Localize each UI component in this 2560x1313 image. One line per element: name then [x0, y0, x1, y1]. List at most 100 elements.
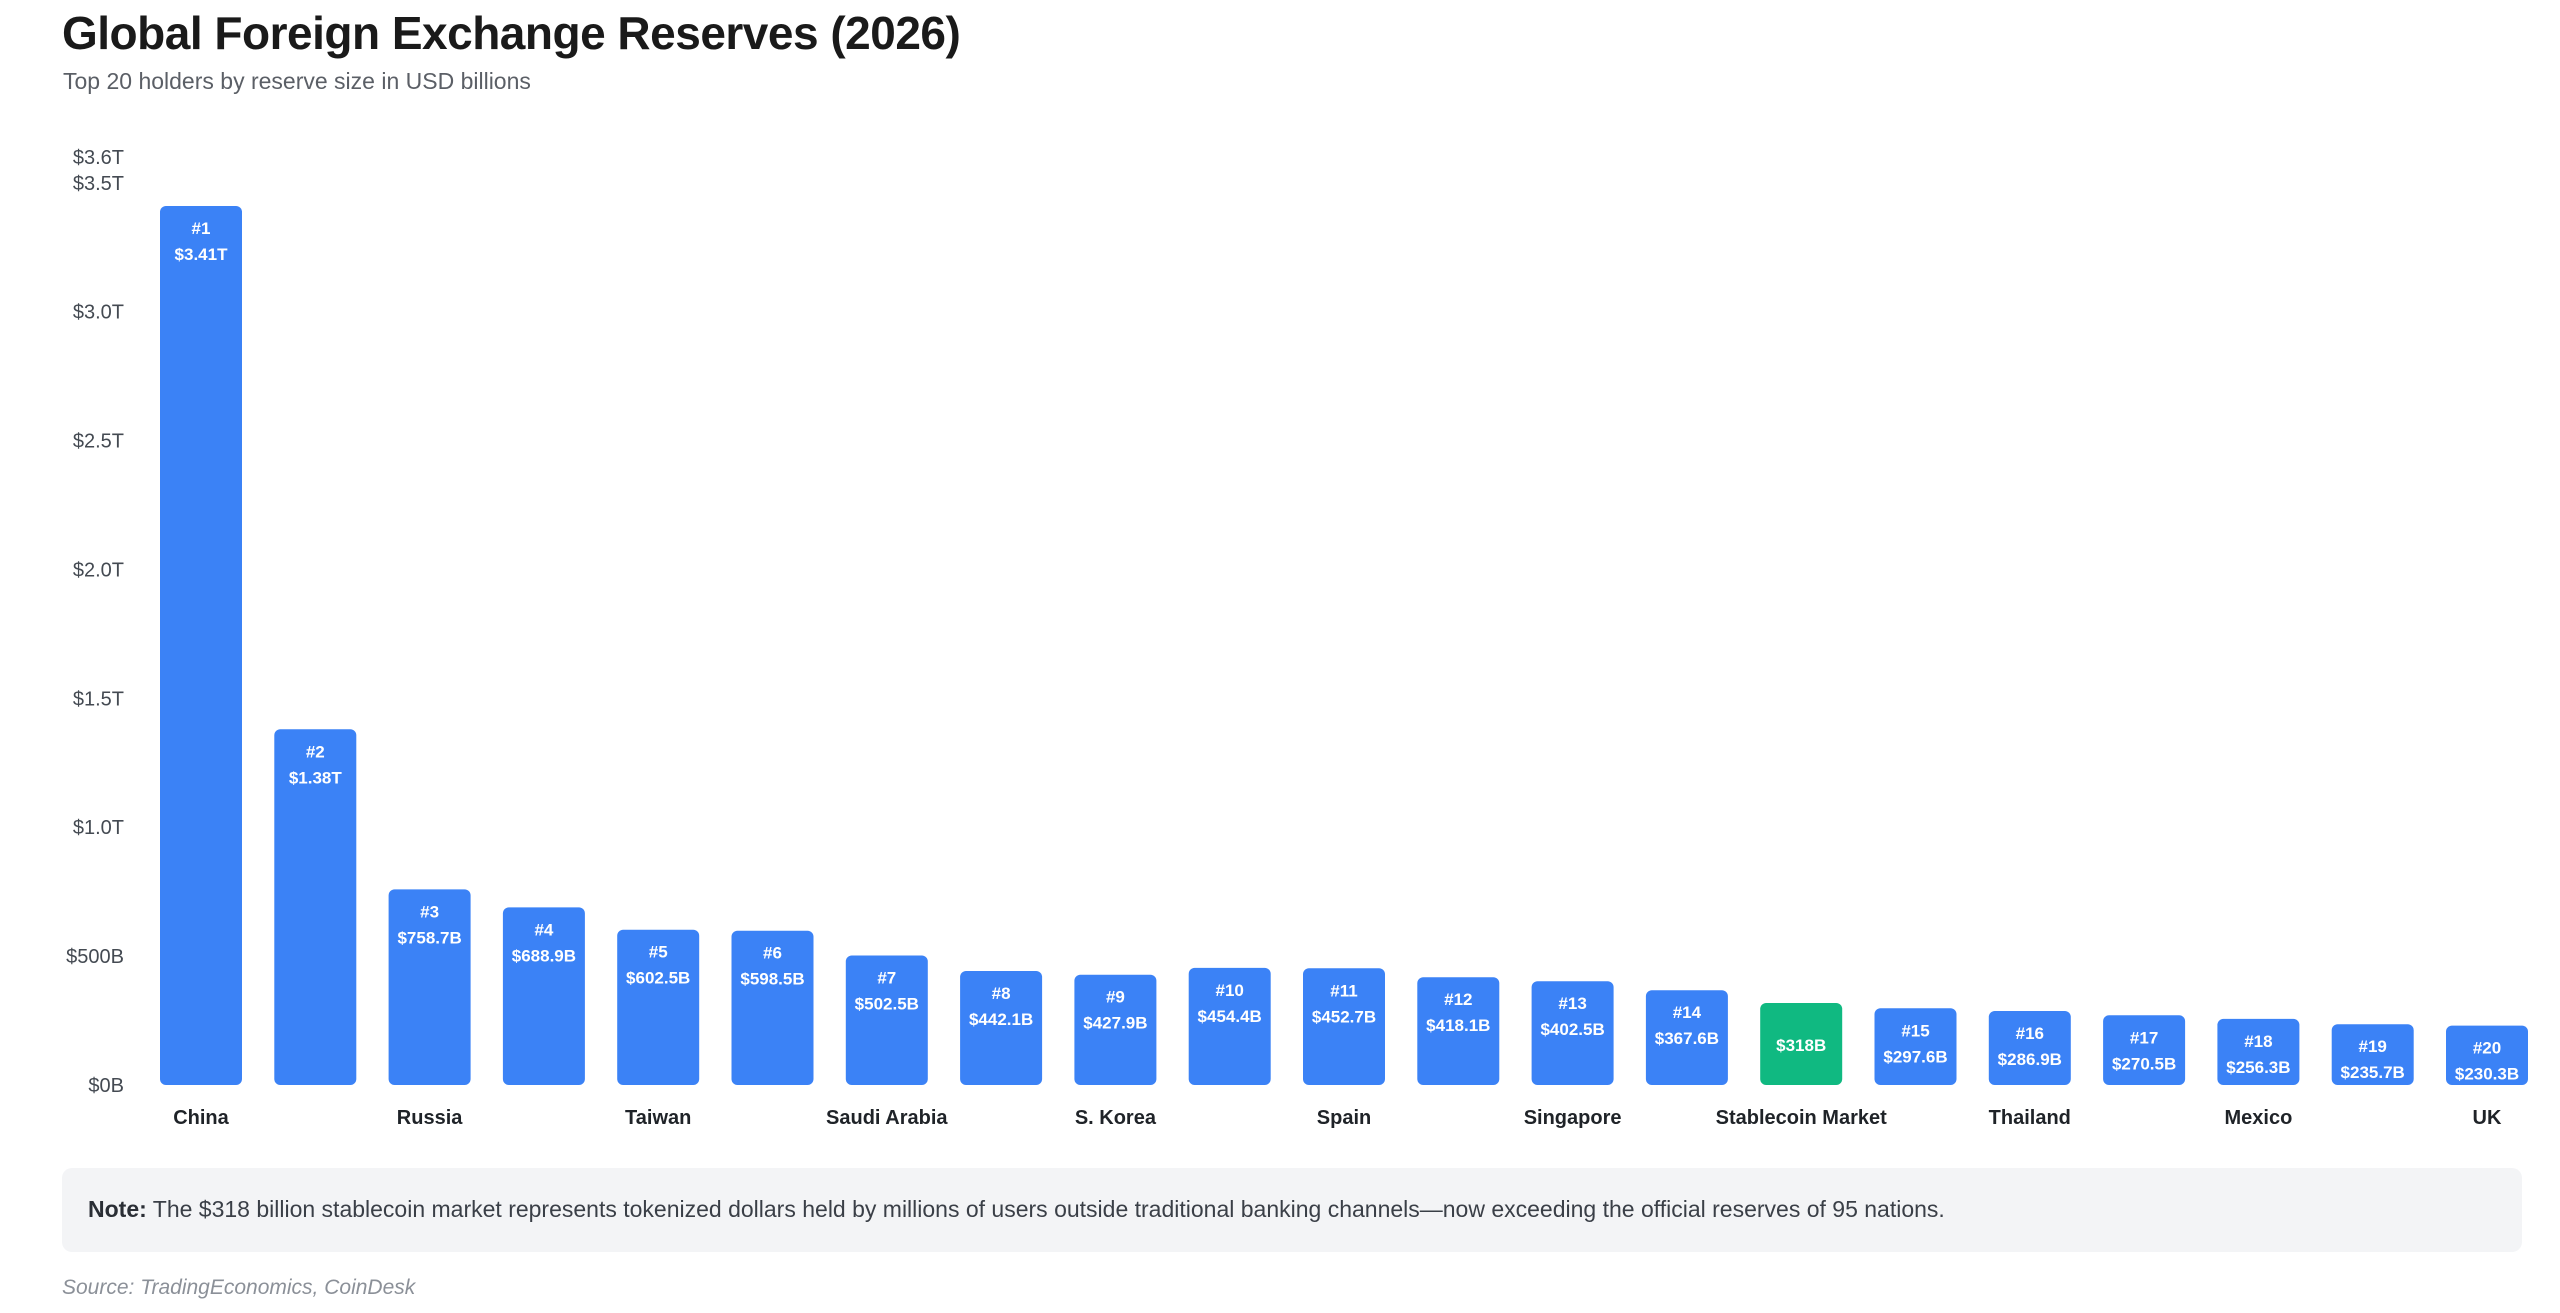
chart-title: Global Foreign Exchange Reserves (2026)	[62, 7, 961, 59]
bar-rank-label: #17	[2130, 1028, 2158, 1047]
bar-value-label: $758.7B	[397, 928, 461, 947]
bar	[617, 929, 700, 1085]
y-tick-label: $0B	[88, 1075, 124, 1097]
bar-country: #4 $688.9B	[502, 907, 585, 1085]
bar-country: #11 $452.7B	[1303, 968, 1385, 1085]
bar-rank-label: #13	[1558, 994, 1586, 1013]
bar-country: #2 $1.38T	[274, 729, 357, 1085]
bar	[1074, 974, 1157, 1085]
y-tick-label: $2.5T	[73, 431, 124, 453]
bar-rank-label: #20	[2473, 1039, 2501, 1058]
bar-country: #17 $270.5B	[2103, 1015, 2186, 1085]
bar	[502, 907, 585, 1085]
bar	[1645, 990, 1728, 1085]
x-tick-label: China	[173, 1107, 229, 1129]
bar-country: #5 $602.5B	[617, 929, 700, 1085]
bar	[731, 930, 814, 1085]
bar-country: #10 $454.4B	[1188, 967, 1271, 1085]
bar	[1531, 981, 1614, 1085]
bar-value-label: $235.7B	[2341, 1063, 2405, 1082]
bar-country: #12 $418.1B	[1417, 977, 1500, 1085]
bar-value-label: $598.5B	[740, 970, 804, 989]
bar-value-label: $3.41T	[175, 245, 229, 264]
bar-rank-label: #14	[1673, 1003, 1702, 1022]
bar-rank-label: #19	[2359, 1037, 2387, 1056]
bar-rank-label: #8	[992, 984, 1011, 1003]
bar-rank-label: #6	[763, 944, 782, 963]
bar	[1874, 1008, 1957, 1085]
note-text: The $318 billion stablecoin market repre…	[152, 1196, 1945, 1222]
bar-chart: $0B $500B $1.0T $1.5T $2.0T $2.5T $3.0T $3.5T $3…	[66, 147, 2528, 1129]
bar	[2331, 1024, 2414, 1085]
bar	[960, 971, 1043, 1085]
bar-rank-label: #12	[1444, 990, 1472, 1009]
bar-value-label: $1.38T	[289, 768, 343, 787]
bar-value-label: $286.9B	[1998, 1050, 2062, 1069]
bar-country: #1 $3.41T	[160, 205, 242, 1085]
bar-value-label: $230.3B	[2455, 1065, 2519, 1084]
bar-value-label: $502.5B	[855, 994, 919, 1013]
bar	[2103, 1015, 2186, 1085]
x-tick-label: Saudi Arabia	[826, 1107, 948, 1129]
source-text: Source: TradingEconomics, CoinDesk	[62, 1276, 416, 1299]
note-box: Note: The $318 billion stablecoin market…	[62, 1168, 2522, 1252]
bar-rank-label: #7	[877, 968, 896, 987]
x-tick-label: Singapore	[1524, 1107, 1622, 1129]
bars-group: #1 $3.41T #2 $1.38T #3 $758.7B #4 $688.9B #5 $602…	[160, 205, 2528, 1085]
y-tick-label: $500B	[66, 946, 124, 968]
bar-value-label: $427.9B	[1083, 1014, 1147, 1033]
bar-country: #3 $758.7B	[388, 889, 471, 1085]
bar-country: #8 $442.1B	[960, 971, 1043, 1085]
bar	[1303, 968, 1385, 1085]
bar-value-label: $318B	[1776, 1036, 1826, 1055]
bar-country: #14 $367.6B	[1645, 990, 1728, 1085]
bar-value-label: $442.1B	[969, 1010, 1033, 1029]
bar-value-label: $256.3B	[2226, 1058, 2290, 1077]
y-tick-label: $1.0T	[73, 817, 124, 839]
bar-rank-label: #1	[192, 219, 211, 238]
bar-country: #9 $427.9B	[1074, 974, 1157, 1085]
bar	[388, 889, 471, 1085]
x-tick-label: UK	[2473, 1107, 2502, 1129]
bar-country: #16 $286.9B	[1988, 1011, 2071, 1085]
y-tick-label: $2.0T	[73, 559, 124, 581]
bar-stablecoin: $318B	[1760, 1003, 1843, 1085]
chart-subtitle: Top 20 holders by reserve size in USD bi…	[63, 68, 531, 94]
bar	[1760, 1003, 1843, 1085]
bar-rank-label: #10	[1216, 981, 1244, 1000]
bar-value-label: $418.1B	[1426, 1016, 1490, 1035]
bar-country: #6 $598.5B	[731, 930, 814, 1085]
bar-value-label: $270.5B	[2112, 1054, 2176, 1073]
x-tick-label: Thailand	[1989, 1107, 2071, 1129]
y-tick-label: $1.5T	[73, 688, 124, 710]
x-axis: China Russia Taiwan Saudi Arabia S. Korea Spa…	[173, 1107, 2502, 1129]
bar	[845, 955, 928, 1085]
x-tick-label: Spain	[1317, 1107, 1371, 1129]
note-label: Note:	[88, 1196, 147, 1222]
y-axis: $0B $500B $1.0T $1.5T $2.0T $2.5T $3.0T $3.5T $3…	[66, 147, 124, 1097]
bar-rank-label: #4	[534, 920, 553, 939]
bar	[2446, 1025, 2528, 1085]
x-tick-label: Taiwan	[625, 1107, 691, 1129]
bar-value-label: $602.5B	[626, 969, 690, 988]
x-tick-label: S. Korea	[1075, 1107, 1157, 1129]
bar-country: #18 $256.3B	[2217, 1018, 2300, 1085]
x-tick-label: Russia	[397, 1107, 463, 1129]
bar-rank-label: #9	[1106, 988, 1125, 1007]
bar-rank-label: #18	[2244, 1032, 2272, 1051]
bar-country: #15 $297.6B	[1874, 1008, 1957, 1085]
bar	[160, 205, 242, 1085]
x-tick-label: Mexico	[2224, 1107, 2292, 1129]
bar-value-label: $454.4B	[1198, 1007, 1262, 1026]
bar-rank-label: #2	[306, 742, 325, 761]
bar-country: #13 $402.5B	[1531, 981, 1614, 1085]
bar-rank-label: #16	[2016, 1024, 2044, 1043]
bar	[1188, 967, 1271, 1085]
bar-country: #20 $230.3B	[2446, 1025, 2528, 1085]
bar	[2217, 1018, 2300, 1085]
bar	[274, 729, 357, 1085]
bar-value-label: $297.6B	[1883, 1047, 1947, 1066]
bar	[1417, 977, 1500, 1085]
y-tick-label: $3.5T	[73, 173, 124, 195]
bar-country: #7 $502.5B	[845, 955, 928, 1085]
